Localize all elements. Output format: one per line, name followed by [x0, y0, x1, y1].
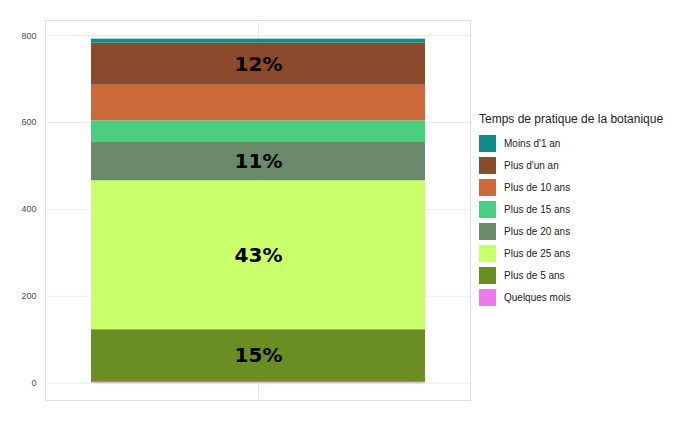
html-text:Plus d'un an: Plus d'un an	[504, 159, 559, 171]
svg-text:800: 800	[21, 31, 36, 41]
svg-text:11%: 11%	[235, 149, 283, 173]
svg-text:15%: 15%	[235, 343, 283, 367]
html-text:Moins d'1 an: Moins d'1 an	[504, 137, 561, 149]
html-text:Plus de 10 ans: Plus de 10 ans	[504, 181, 571, 193]
svg-text:0: 0	[31, 378, 36, 388]
svg-text:400: 400	[21, 204, 36, 214]
html-text:Quelques mois: Quelques mois	[504, 291, 571, 303]
svg-text:12%: 12%	[235, 52, 283, 76]
html-text:Plus de 5 ans: Plus de 5 ans	[504, 269, 565, 281]
svg-text:600: 600	[21, 117, 36, 127]
html-text:Plus de 25 ans: Plus de 25 ans	[504, 247, 571, 259]
svg-text:43%: 43%	[235, 243, 283, 267]
svg-text:200: 200	[21, 291, 36, 301]
html-text:Plus de 15 ans: Plus de 15 ans	[504, 203, 571, 215]
html-text:Plus de 20 ans: Plus de 20 ans	[504, 225, 571, 237]
html-text:Temps de pratique de la botani: Temps de pratique de la botanique	[479, 112, 664, 126]
